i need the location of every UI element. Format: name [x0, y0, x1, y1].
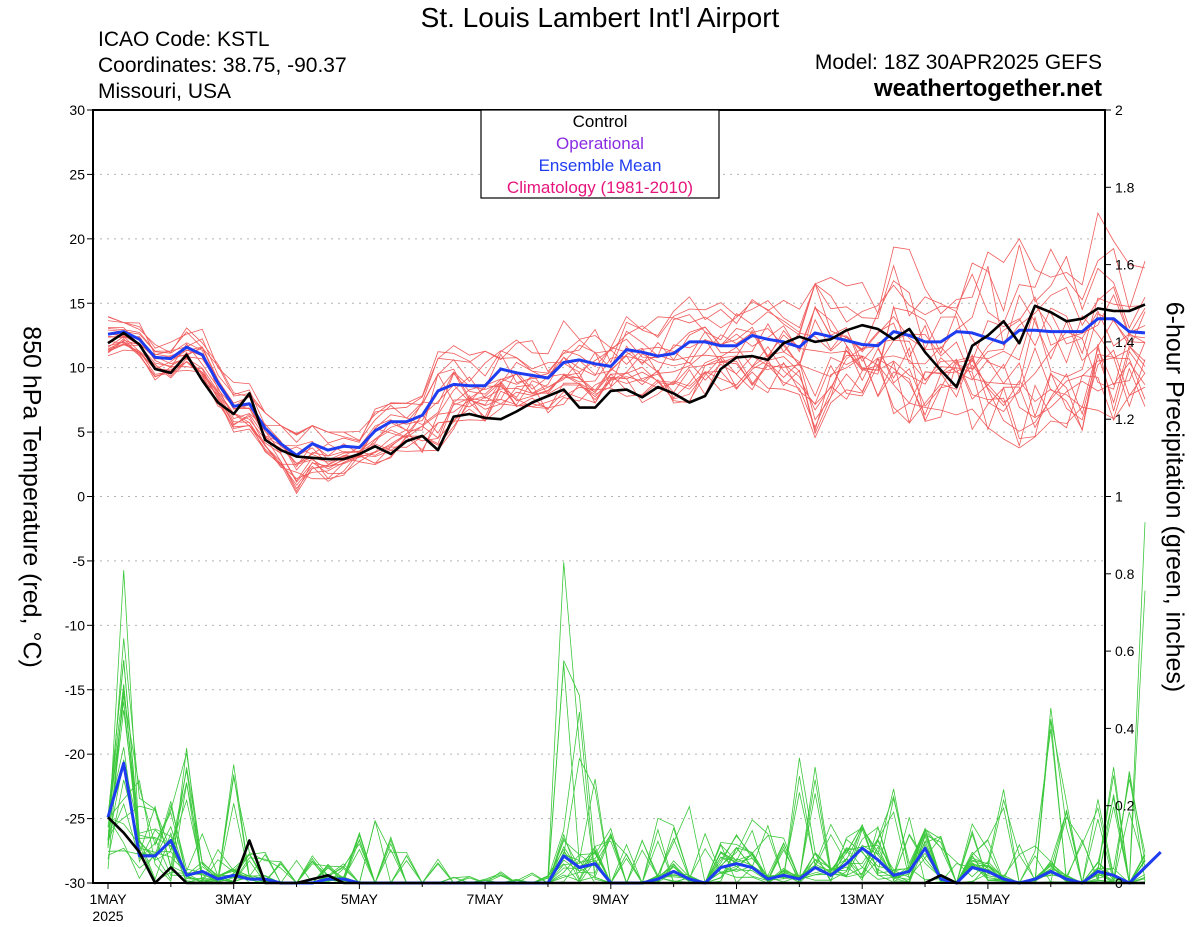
x-tick-label: 3MAY	[215, 891, 253, 907]
left-tick-label: 30	[69, 102, 85, 118]
right-tick-label: 1.8	[1115, 179, 1135, 195]
right-tick-label: 1.4	[1115, 334, 1135, 350]
precip-member-line	[107, 757, 1146, 884]
temperature-member-line	[107, 338, 1146, 470]
icao-code-label: ICAO Code: KSTL	[98, 28, 270, 51]
x-tick-label: 13MAY	[840, 891, 886, 907]
precip-member-line	[107, 663, 1146, 885]
precip-member-line	[107, 759, 1146, 884]
temperature-member-line	[107, 304, 1146, 465]
precip-member-line	[107, 660, 1146, 884]
x-tick-label: 5MAY	[341, 891, 379, 907]
right-tick-label: 1.2	[1115, 411, 1135, 427]
x-tick-label: 15MAY	[965, 891, 1011, 907]
x-tick-label: 11MAY	[715, 891, 759, 907]
temperature-member-line	[107, 341, 1146, 480]
left-tick-label: 20	[69, 231, 85, 247]
control-temperature-line	[107, 303, 1146, 461]
location-label: Missouri, USA	[98, 80, 232, 103]
temperature-member-line	[107, 247, 1146, 441]
left-tick-label: -5	[73, 553, 86, 569]
precip-member-lines	[107, 522, 1146, 885]
coordinates-label: Coordinates: 38.75, -90.37	[98, 54, 347, 77]
left-tick-label: -25	[65, 811, 85, 827]
precip-member-line	[107, 522, 1146, 885]
legend-entry: Ensemble Mean	[539, 156, 662, 175]
left-tick-label: -20	[65, 746, 85, 762]
chart-title: St. Louis Lambert Int'l Airport	[420, 2, 780, 33]
temperature-member-line	[107, 294, 1146, 461]
temperature-member-line	[107, 313, 1146, 465]
ensemble-mean-temperature-line	[107, 317, 1146, 457]
precip-member-line	[107, 638, 1146, 884]
axis-ticks: 302520151050-5-10-15-20-25-3021.81.61.41…	[65, 102, 1135, 924]
precip-member-line	[107, 562, 1146, 884]
precip-member-line	[107, 659, 1146, 885]
x-tick-label: 1MAY	[89, 891, 127, 907]
website-label[interactable]: weathertogether.net	[873, 75, 1102, 102]
legend: Control Operational Ensemble Mean Climatolo…	[480, 109, 720, 199]
left-tick-label: 0	[77, 489, 85, 505]
grid-lines	[93, 173, 1105, 820]
x-tick-label: 7MAY	[467, 891, 505, 907]
legend-box	[480, 109, 720, 199]
temperature-member-line	[107, 343, 1146, 482]
legend-entry: Operational	[556, 134, 644, 153]
right-tick-label: 0.8	[1115, 566, 1135, 582]
left-tick-label: 25	[69, 166, 85, 182]
temperature-member-line	[107, 349, 1146, 493]
left-tick-label: 15	[69, 295, 85, 311]
legend-entry: Control	[573, 112, 628, 131]
right-tick-label: 0	[1115, 875, 1123, 891]
ensemble-mean-precipitation-line	[106, 761, 1162, 885]
right-tick-label: 0.2	[1115, 798, 1135, 814]
left-tick-label: -10	[65, 617, 85, 633]
temperature-member-line	[107, 211, 1146, 435]
left-tick-label: 10	[69, 360, 85, 376]
temperature-member-lines	[107, 211, 1146, 495]
x-year-label: 2025	[92, 908, 123, 924]
model-run-label: Model: 18Z 30APR2025 GEFS	[814, 51, 1102, 74]
x-tick-label: 9MAY	[592, 891, 630, 907]
temperature-member-line	[107, 339, 1146, 490]
left-tick-label: 5	[77, 424, 85, 440]
right-tick-label: 0.6	[1115, 643, 1135, 659]
right-tick-label: 1.6	[1115, 257, 1135, 273]
legend-entry: Climatology (1981-2010)	[507, 178, 693, 197]
right-tick-label: 0.4	[1115, 720, 1135, 736]
right-tick-label: 1	[1115, 489, 1123, 505]
right-tick-label: 2	[1115, 102, 1123, 118]
left-tick-label: -30	[65, 875, 85, 891]
left-tick-label: -15	[65, 682, 85, 698]
temperature-member-line	[107, 344, 1146, 486]
precip-member-line	[107, 660, 1146, 885]
